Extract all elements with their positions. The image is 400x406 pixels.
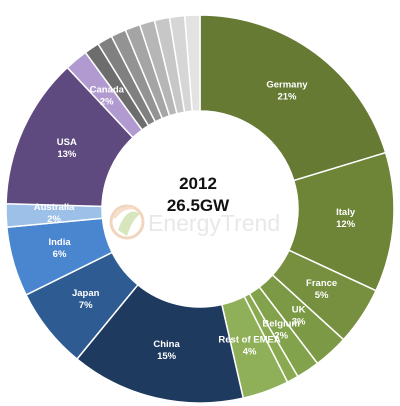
- slice-label-japan: Japan 7%: [72, 288, 100, 311]
- slice-label-canada: Canada 2%: [90, 85, 125, 108]
- slice-label-italy: Italy 12%: [336, 207, 356, 230]
- labels-group: Germany 21% Italy 12% France 5%UK 3%Belgium 2%R…: [34, 80, 356, 362]
- slice-label-usa: USA 13%: [57, 137, 77, 160]
- slice-label-germany: Germany 21%: [266, 80, 308, 103]
- energytrend-logo-icon: [109, 204, 145, 240]
- slice-label-uk: UK 3%: [292, 305, 306, 328]
- slice-label-france: France 5%: [306, 278, 337, 301]
- slice-unlabeled-20: [183, 14, 201, 113]
- slice-germany: [199, 14, 387, 182]
- slice-label-australia: Australia 2%: [34, 202, 75, 225]
- slice-china: [75, 283, 245, 404]
- slice-label-india: India 6%: [48, 237, 71, 260]
- slices-group: [5, 14, 395, 404]
- slice-label-rest-of-emea: Rest of EMEA 4%: [218, 334, 280, 357]
- slice-label-china: China 15%: [153, 339, 180, 362]
- center-total: 26.5GW: [167, 196, 230, 215]
- watermark: EnergyTrend: [109, 204, 280, 240]
- center-year: 2012: [179, 174, 217, 193]
- watermark-text: EnergyTrend: [148, 210, 280, 236]
- slice-label-belgium: Belgium 2%: [262, 318, 299, 341]
